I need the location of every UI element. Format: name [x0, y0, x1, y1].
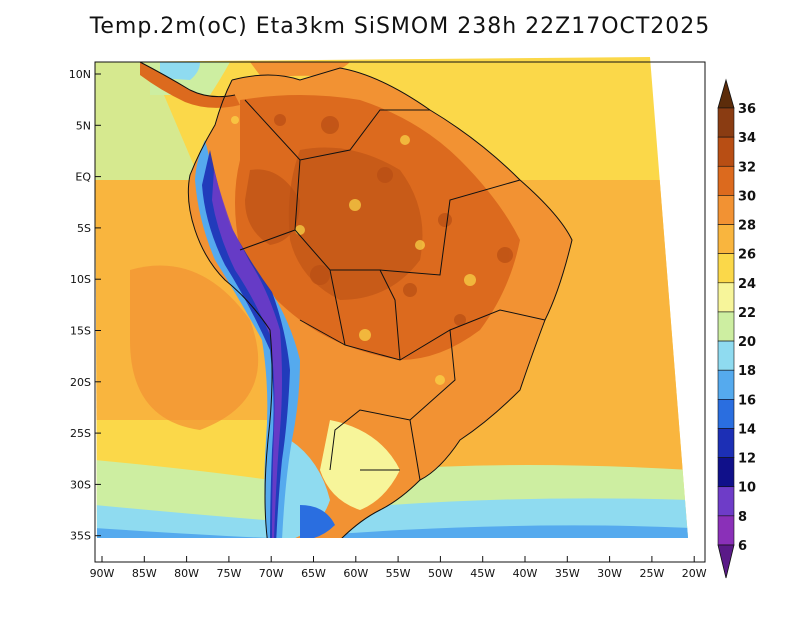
lon-tick-label: 45W: [470, 567, 495, 580]
colorbar-label: 24: [738, 277, 756, 292]
lat-tick-label: 10S: [70, 273, 91, 286]
lon-tick-label: 20W: [682, 567, 707, 580]
colorbar-label: 20: [738, 335, 756, 350]
lon-tick-label: 30W: [597, 567, 622, 580]
temperature-field: [95, 57, 688, 538]
lat-tick-label: 20S: [70, 376, 91, 389]
colorbar-segment: [717, 457, 735, 488]
map-title: Temp.2m(oC) Eta3km SiSMOM 238h 22Z17OCT2…: [89, 14, 711, 39]
colorbar-bottom-arrow: [717, 544, 735, 579]
colorbar-segment: [717, 340, 735, 371]
colorbar-segment: [717, 165, 735, 196]
colorbar-segment: [717, 136, 735, 167]
longitude-axis: 90W 85W 80W 75W 70W 65W 60W 55W 50W 45W 40W 35W 30W 2…: [90, 556, 707, 580]
lon-tick-label: 35W: [555, 567, 580, 580]
lon-tick-label: 60W: [343, 567, 368, 580]
colorbar-label: 30: [738, 189, 756, 204]
colorbar-segment: [717, 515, 735, 546]
colorbar-label: 10: [738, 481, 756, 496]
lon-tick-label: 65W: [301, 567, 326, 580]
colorbar-segment: [717, 195, 735, 225]
colorbar-top-arrow: [717, 78, 735, 109]
lon-tick-label: 80W: [174, 567, 199, 580]
lon-tick-label: 70W: [259, 567, 284, 580]
lat-tick-label: 35S: [70, 530, 91, 543]
colorbar-label: 12: [738, 452, 756, 467]
temperature-colorbar: 36 34 32 30 28 26 24 22 20 18 16 14 12 10 8 6: [717, 78, 756, 579]
colorbar-segment: [717, 311, 735, 342]
colorbar-label: 34: [738, 131, 756, 146]
colorbar-label: 28: [738, 219, 756, 234]
lon-tick-label: 25W: [639, 567, 664, 580]
lon-tick-label: 85W: [132, 567, 157, 580]
lat-tick-label: 5N: [76, 119, 91, 132]
colorbar-segment: [717, 253, 735, 284]
colorbar-label: 16: [738, 393, 756, 408]
colorbar-label: 22: [738, 306, 756, 321]
colorbar-segment: [717, 282, 735, 313]
colorbar-segment: [717, 107, 735, 138]
colorbar-segment: [717, 428, 735, 458]
lon-tick-label: 90W: [90, 567, 115, 580]
latitude-axis: 10N 5N EQ 5S 10S 15S 20S 25S 30S 35S: [69, 68, 101, 543]
lon-tick-label: 75W: [216, 567, 241, 580]
lat-tick-label: 30S: [70, 478, 91, 491]
colorbar-label: 18: [738, 364, 756, 379]
colorbar-label: 36: [738, 102, 756, 117]
lat-tick-label: EQ: [75, 171, 91, 184]
colorbar-label: 14: [738, 422, 756, 437]
colorbar-segment: [717, 224, 735, 254]
lon-tick-label: 50W: [428, 567, 453, 580]
colorbar-label: 6: [738, 539, 747, 554]
colorbar-segment: [717, 486, 735, 517]
colorbar-label: 8: [738, 510, 747, 525]
lat-tick-label: 5S: [77, 222, 91, 235]
colorbar-segment: [717, 399, 735, 429]
lon-tick-label: 40W: [513, 567, 538, 580]
lat-tick-label: 15S: [70, 325, 91, 338]
lon-tick-label: 55W: [386, 567, 411, 580]
lat-tick-label: 10N: [69, 68, 91, 81]
lat-tick-label: 25S: [70, 427, 91, 440]
colorbar-segment: [717, 369, 735, 400]
colorbar-label: 26: [738, 248, 756, 263]
colorbar-label: 32: [738, 160, 756, 175]
